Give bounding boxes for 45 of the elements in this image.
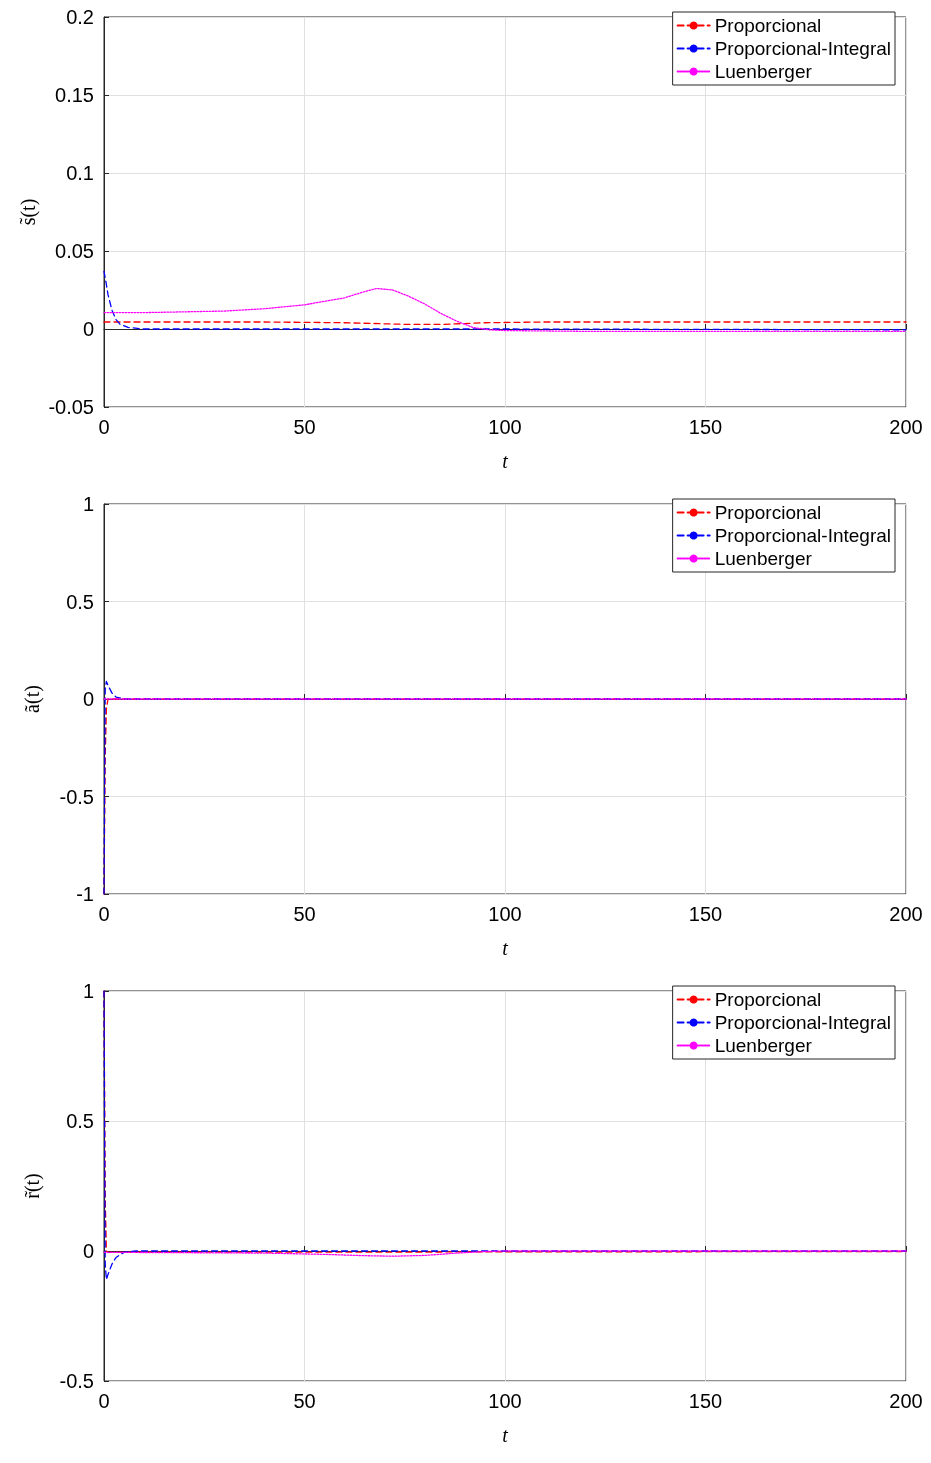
x-tick-label: 50 xyxy=(293,903,316,925)
y-tick-label: 0.5 xyxy=(66,1110,94,1132)
legend-label: Luenberger xyxy=(714,548,813,569)
x-axis-title: t xyxy=(502,937,509,959)
legend-label: Proporcional xyxy=(714,989,822,1010)
y-tick-label: 0.2 xyxy=(66,6,94,28)
legend-label: Luenberger xyxy=(714,61,813,82)
x-tick-label: 0 xyxy=(98,903,110,925)
y-tick-label: 1 xyxy=(82,493,94,515)
y-tick-label: 0.5 xyxy=(66,590,94,613)
y-tick-label: 0 xyxy=(82,318,94,340)
x-tick-label: 100 xyxy=(488,1390,522,1412)
legend-label: Luenberger xyxy=(714,1035,813,1056)
x-tick-label: 200 xyxy=(889,1390,923,1412)
y-axis-title: s̃(t) xyxy=(16,198,40,226)
x-tick-label: 150 xyxy=(688,1390,723,1412)
y-tick-label: 0 xyxy=(82,688,94,710)
x-tick-label: 0 xyxy=(98,1390,110,1412)
y-tick-label: 0.15 xyxy=(55,84,94,106)
y-tick-label: -0.5 xyxy=(59,1370,94,1392)
y-axis-title: r̃(t) xyxy=(21,1173,44,1199)
x-axis-title: t xyxy=(502,450,509,472)
x-tick-label: 100 xyxy=(488,416,522,438)
y-tick-label: -1 xyxy=(76,883,94,905)
y-tick-label: 0 xyxy=(82,1240,94,1262)
y-tick-label: -0.5 xyxy=(59,785,94,808)
legend-label: Proporcional-Integral xyxy=(714,1012,891,1033)
y-tick-label: 0.05 xyxy=(55,240,94,262)
legend-label: Proporcional-Integral xyxy=(714,38,891,59)
x-tick-label: 100 xyxy=(488,903,522,925)
x-tick-label: 0 xyxy=(98,416,110,438)
y-tick-label: 1 xyxy=(82,980,94,1002)
x-tick-label: 50 xyxy=(293,1390,316,1412)
x-tick-label: 150 xyxy=(688,416,723,438)
x-tick-label: 150 xyxy=(688,903,723,925)
x-tick-label: 50 xyxy=(293,416,316,438)
y-axis-title: ã(t) xyxy=(21,685,44,713)
x-tick-label: 200 xyxy=(889,416,923,438)
legend-label: Proporcional-Integral xyxy=(714,525,891,546)
x-axis-title: t xyxy=(502,1424,509,1446)
legend-label: Proporcional xyxy=(714,15,822,36)
y-tick-label: -0.05 xyxy=(48,396,94,418)
x-tick-label: 200 xyxy=(889,903,923,925)
y-tick-label: 0.1 xyxy=(66,162,94,184)
legend-label: Proporcional xyxy=(714,502,822,523)
